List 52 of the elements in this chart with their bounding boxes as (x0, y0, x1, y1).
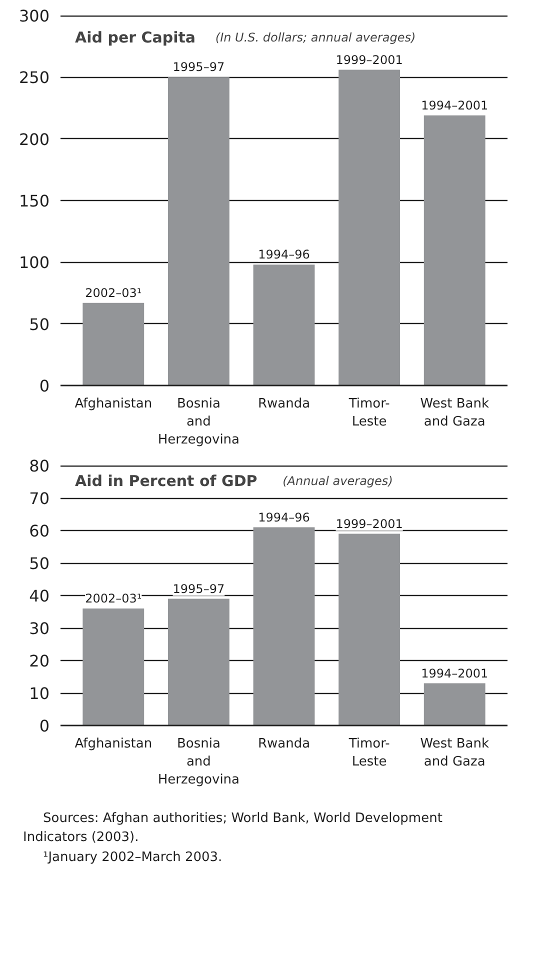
data-label: 1994–96 (258, 248, 310, 262)
y-tick-label: 0 (39, 716, 50, 736)
data-label: 1999–2001 (336, 52, 403, 67)
y-tick-label: 10 (29, 684, 50, 703)
y-tick-label: 200 (18, 130, 50, 149)
data-label: 1995–97 (172, 60, 225, 74)
data-label: 2002–03¹ (85, 592, 142, 606)
x-tick-label: West Bank and Gaza (420, 736, 490, 770)
source-note: Sources: Afghan authorities; World Bank, World Development Indicators (2003). (23, 810, 444, 847)
bar (253, 527, 315, 726)
y-tick-label: 80 (29, 456, 50, 476)
y-tick-label: 20 (29, 652, 50, 670)
data-label: 1994–2001 (421, 666, 488, 680)
bar (424, 115, 486, 386)
y-tick-label: 40 (29, 586, 50, 606)
x-tick-label: Rwanda (258, 736, 310, 752)
y-tick-label: 60 (29, 522, 50, 540)
text: Aid in Percent of GDP (75, 472, 258, 490)
bar (168, 77, 230, 386)
bar (253, 264, 315, 386)
bar (338, 534, 400, 726)
x-tick-label: Timor- Leste (348, 396, 390, 430)
y-tick-label: 0 (39, 376, 50, 396)
text: ¹January 2002–March 2003. (42, 849, 224, 868)
y-tick-label: 50 (29, 314, 50, 334)
text: (Annual averages) (282, 474, 393, 488)
y-tick-label: 250 (18, 68, 50, 88)
x-tick-label: Afghanistan (74, 396, 152, 412)
y-tick-label: 300 (18, 6, 50, 26)
y-tick-label: 70 (29, 489, 50, 508)
text: (In U.S. dollars; annual averages) (215, 30, 416, 45)
y-tick-label: 50 (29, 554, 50, 573)
data-label: 1999–2001 (336, 516, 403, 531)
bar (338, 70, 400, 386)
y-tick-label: 100 (18, 253, 50, 272)
y-tick-label: 150 (18, 192, 50, 210)
x-tick-label: Afghanistan (74, 736, 152, 752)
data-label: 2002–03¹ (85, 286, 142, 300)
bar (168, 598, 230, 726)
data-label: 1994–2001 (421, 98, 488, 112)
x-tick-label: Rwanda (258, 396, 310, 412)
x-tick-label: Timor- Leste (348, 736, 390, 770)
data-label: 1995–97 (172, 582, 225, 596)
y-tick-label: 30 (29, 619, 50, 638)
bar (82, 302, 144, 386)
bar (82, 608, 144, 726)
text: Aid per Capita (75, 28, 196, 47)
x-tick-label: Bosnia and Herzegovina (158, 396, 240, 448)
x-tick-label: West Bank and Gaza (420, 396, 490, 430)
data-label: 1994–96 (258, 510, 310, 524)
x-tick-label: Bosnia and Herzegovina (158, 736, 240, 788)
bar (424, 683, 486, 726)
